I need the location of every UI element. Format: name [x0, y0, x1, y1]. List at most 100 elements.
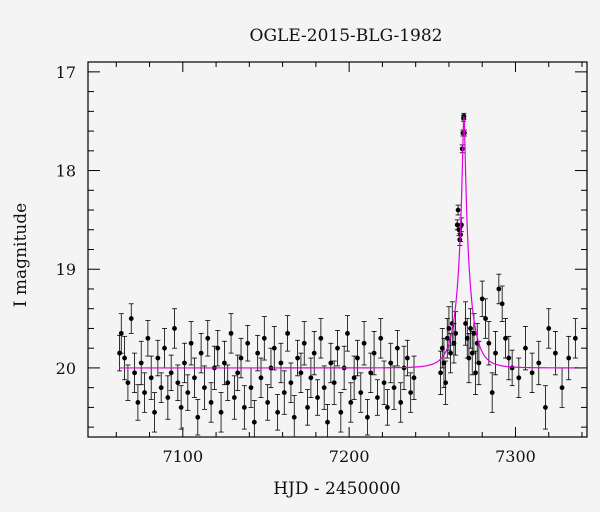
data-point: [566, 355, 572, 361]
data-point: [543, 404, 548, 410]
data-point: [466, 355, 472, 361]
data-point: [215, 345, 221, 351]
data-point: [202, 385, 207, 391]
data-point: [172, 326, 177, 331]
data-point: [388, 360, 394, 366]
data-point: [192, 375, 197, 381]
data-point: [509, 365, 515, 371]
tick-labels-layer: 7100 7200 7300 17 18 19 20: [56, 63, 536, 466]
data-point: [404, 355, 410, 361]
data-point: [463, 321, 468, 326]
data-point: [311, 350, 317, 356]
data-point: [493, 350, 498, 356]
data-point: [318, 335, 324, 341]
data-point: [138, 360, 144, 366]
data-point: [572, 335, 578, 341]
data-point: [328, 360, 334, 366]
data-point: [255, 350, 261, 356]
data-point: [331, 380, 337, 386]
data-point: [479, 296, 485, 302]
data-point: [118, 330, 124, 336]
data-point: [451, 340, 457, 346]
data-point: [503, 335, 508, 341]
data-point: [235, 370, 241, 376]
data-point: [552, 350, 558, 356]
data-point: [411, 375, 417, 381]
data-point: [483, 316, 488, 321]
data-point: [275, 409, 281, 415]
y-tick-label: 19: [56, 260, 76, 279]
data-point: [529, 370, 535, 376]
data-point: [546, 326, 552, 331]
data-point: [398, 400, 404, 405]
data-point: [335, 345, 340, 351]
chart-title: OGLE-2015-BLG-1982: [250, 26, 443, 46]
data-point: [375, 395, 380, 400]
data-point: [208, 400, 214, 405]
data-point: [348, 400, 354, 405]
data-point: [225, 380, 231, 386]
data-point: [205, 335, 211, 341]
data-point: [321, 385, 327, 391]
data-point: [315, 395, 320, 400]
points-layer: [117, 113, 578, 425]
data-point: [258, 375, 264, 381]
data-point: [444, 335, 450, 341]
data-point: [135, 400, 141, 405]
data-point: [251, 419, 257, 425]
data-point: [158, 385, 164, 391]
model-curve: [119, 116, 578, 369]
y-tick-label: 17: [56, 63, 76, 82]
data-point: [295, 355, 300, 361]
data-point: [358, 390, 364, 395]
data-point: [486, 340, 492, 346]
data-point: [516, 375, 522, 381]
data-point: [446, 326, 452, 331]
data-point: [443, 380, 449, 386]
data-point: [439, 345, 445, 351]
data-point: [195, 414, 201, 420]
data-point: [473, 370, 478, 376]
data-point: [338, 409, 344, 415]
data-point: [468, 326, 473, 331]
data-point: [218, 409, 224, 415]
data-point: [489, 390, 495, 395]
data-point: [391, 385, 397, 391]
data-point: [188, 340, 194, 346]
data-point: [122, 355, 127, 361]
data-point: [128, 316, 134, 321]
data-point: [278, 360, 284, 366]
data-point: [155, 355, 161, 361]
data-point: [132, 370, 137, 376]
data-point: [175, 380, 181, 386]
data-point: [381, 380, 387, 386]
data-point: [221, 360, 227, 366]
data-point: [231, 395, 237, 400]
data-point: [385, 404, 390, 410]
y-tick-label: 20: [56, 359, 76, 378]
data-point: [261, 335, 267, 341]
data-point: [308, 375, 314, 381]
data-point: [152, 409, 157, 415]
data-point: [117, 350, 123, 356]
data-point: [168, 370, 174, 376]
data-point: [178, 404, 184, 410]
data-point: [459, 222, 464, 228]
data-point: [162, 345, 167, 351]
data-point: [185, 390, 191, 395]
x-axis-title: HJD - 2450000: [273, 479, 401, 499]
data-point: [125, 380, 131, 386]
data-point: [165, 395, 171, 400]
data-point: [506, 355, 512, 361]
data-point: [345, 330, 350, 336]
data-point: [291, 414, 297, 420]
data-point: [301, 340, 307, 346]
data-point: [448, 350, 454, 356]
data-point: [238, 355, 244, 361]
data-point: [271, 345, 277, 351]
data-point: [523, 345, 528, 351]
data-point: [499, 301, 505, 307]
data-point: [241, 404, 247, 410]
data-point: [371, 350, 377, 356]
data-point: [298, 370, 304, 376]
